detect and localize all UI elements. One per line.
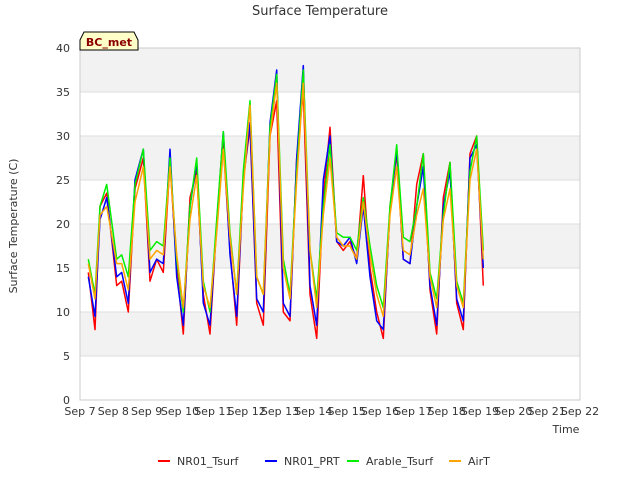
y-tick-label: 5 xyxy=(63,350,70,363)
legend-label: Arable_Tsurf xyxy=(366,455,434,468)
series-group xyxy=(87,64,485,340)
x-tick-label: Sep 15 xyxy=(328,405,366,418)
x-tick-label: Sep 17 xyxy=(394,405,432,418)
x-tick-label: Sep 7 xyxy=(64,405,95,418)
series-line-arable-tsurf xyxy=(87,69,485,313)
legend-label: AirT xyxy=(468,455,490,468)
legend-item-nr01-prt: NR01_PRT xyxy=(265,455,340,468)
legend-item-airt: AirT xyxy=(449,455,490,468)
legend-label: NR01_Tsurf xyxy=(177,455,239,468)
legend: NR01_Tsurf NR01_PRT Arable_Tsurf AirT xyxy=(158,455,490,468)
x-tick-label: Sep 14 xyxy=(294,405,332,418)
series-line-airt xyxy=(87,82,485,318)
y-tick-label: 10 xyxy=(56,306,70,319)
y-tick-label: 0 xyxy=(63,394,70,407)
plot-band xyxy=(80,48,580,92)
x-tick-label: Sep 9 xyxy=(131,405,162,418)
x-tick-label: Sep 19 xyxy=(461,405,499,418)
chart-title: Surface Temperature xyxy=(252,4,388,19)
y-tick-labels: 0 5 10 15 20 25 30 35 40 xyxy=(56,42,70,407)
x-tick-label: Sep 8 xyxy=(98,405,129,418)
y-axis-label: Surface Temperature (C) xyxy=(7,159,20,294)
y-tick-label: 35 xyxy=(56,86,70,99)
x-tick-label: Sep 10 xyxy=(161,405,199,418)
x-tick-label: Sep 20 xyxy=(494,405,532,418)
x-tick-label: Sep 21 xyxy=(528,405,566,418)
x-tick-label: Sep 16 xyxy=(361,405,399,418)
y-tick-label: 40 xyxy=(56,42,70,55)
y-tick-label: 15 xyxy=(56,262,70,275)
legend-item-arable-tsurf: Arable_Tsurf xyxy=(347,455,434,468)
badge-shape xyxy=(79,31,139,51)
x-tick-label: Sep 13 xyxy=(261,405,299,418)
x-tick-label: Sep 22 xyxy=(561,405,599,418)
y-tick-label: 25 xyxy=(56,174,70,187)
y-tick-label: 20 xyxy=(56,218,70,231)
legend-item-nr01-tsurf: NR01_Tsurf xyxy=(158,455,239,468)
y-tick-label: 30 xyxy=(56,130,70,143)
plot-frame xyxy=(79,47,581,401)
badge-label: BC_met xyxy=(86,36,132,49)
plot-band xyxy=(80,312,580,356)
x-tick-label: Sep 18 xyxy=(428,405,466,418)
legend-label: NR01_PRT xyxy=(284,455,340,468)
station-badge: BC_met xyxy=(79,31,139,51)
x-tick-label: Sep 12 xyxy=(228,405,266,418)
x-axis-label: Time xyxy=(552,423,580,436)
x-tick-label: Sep 11 xyxy=(194,405,232,418)
